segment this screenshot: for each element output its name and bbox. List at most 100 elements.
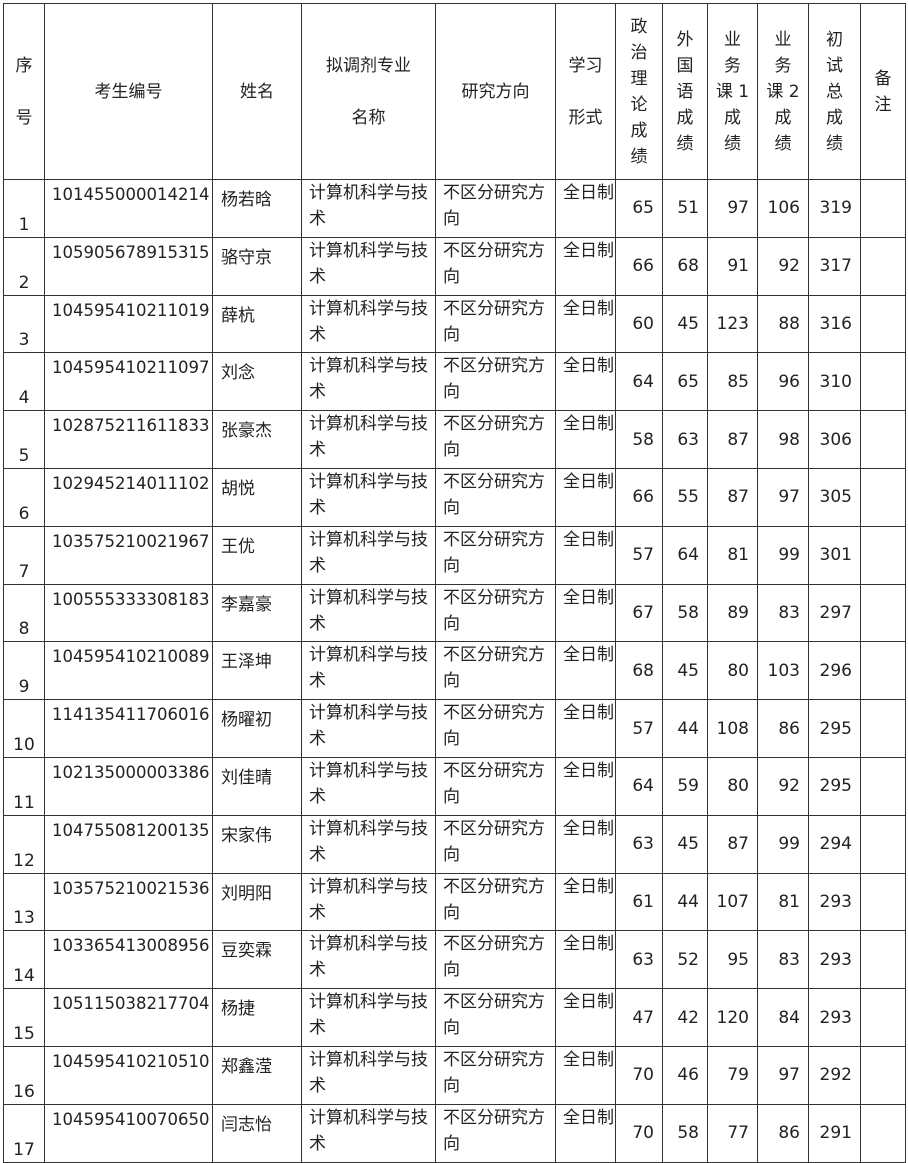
cell-exam-id: 102875211611833 [44, 410, 213, 469]
cell-politics: 61 [615, 872, 663, 932]
candidate-table: 序 号考生编号 姓名 拟调剂专业 名称 研究方向 学习 形式政 治 理 论 成 绩外 国… [3, 3, 906, 1163]
cell-politics: 58 [615, 410, 663, 469]
cell-course1: 107 [707, 872, 758, 932]
cell-total: 297 [808, 583, 861, 643]
cell-seq: 13 [3, 872, 45, 932]
cell-remark [860, 467, 906, 527]
cell-direction: 不区分研究方向 [435, 467, 556, 527]
cell-politics: 47 [615, 988, 663, 1047]
cell-major: 计算机科学与技术 [301, 872, 436, 932]
cell-major: 计算机科学与技术 [301, 525, 436, 585]
cell-exam-id: 104595410210510 [44, 1045, 213, 1105]
cell-direction: 不区分研究方向 [435, 583, 556, 643]
cell-exam-id: 105115038217704 [44, 988, 213, 1047]
cell-politics: 57 [615, 699, 663, 758]
cell-total: 319 [808, 179, 861, 238]
header-col-major: 拟调剂专业 名称 [301, 3, 436, 180]
table-row: 17 104595410070650 闫志怡 计算机科学与技术 不区分研究方向 全日制 70… [3, 1103, 906, 1163]
cell-direction: 不区分研究方向 [435, 930, 556, 990]
cell-politics: 63 [615, 814, 663, 874]
cell-course1: 91 [707, 236, 758, 296]
cell-seq: 15 [3, 988, 45, 1047]
cell-exam-id: 105905678915315 [44, 236, 213, 296]
cell-politics: 67 [615, 583, 663, 643]
header-col-seq: 序 号 [3, 3, 45, 180]
cell-course1: 85 [707, 352, 758, 412]
cell-direction: 不区分研究方向 [435, 756, 556, 816]
cell-study-mode: 全日制 [555, 179, 616, 238]
cell-course2: 92 [757, 756, 809, 816]
cell-remark [860, 641, 906, 701]
table-row: 3 104595410211019 薛杭 计算机科学与技术 不区分研究方向 全日制 60 45… [3, 294, 906, 354]
header-col-remark: 备 注 [860, 3, 906, 180]
cell-seq: 12 [3, 814, 45, 874]
cell-study-mode: 全日制 [555, 756, 616, 816]
cell-study-mode: 全日制 [555, 525, 616, 585]
cell-foreign-lang: 65 [662, 352, 708, 412]
cell-course1: 95 [707, 930, 758, 990]
cell-remark [860, 236, 906, 296]
cell-direction: 不区分研究方向 [435, 410, 556, 469]
cell-politics: 63 [615, 930, 663, 990]
cell-total: 295 [808, 756, 861, 816]
cell-name: 豆奕霖 [212, 930, 302, 990]
cell-remark [860, 525, 906, 585]
cell-major: 计算机科学与技术 [301, 930, 436, 990]
cell-seq: 1 [3, 179, 45, 238]
cell-seq: 14 [3, 930, 45, 990]
cell-direction: 不区分研究方向 [435, 352, 556, 412]
table-row: 9 104595410210089 王泽坤 计算机科学与技术 不区分研究方向 全日制 68 4… [3, 641, 906, 701]
cell-major: 计算机科学与技术 [301, 352, 436, 412]
cell-seq: 16 [3, 1045, 45, 1105]
cell-exam-id: 101455000014214 [44, 179, 213, 238]
table-row: 8 100555333308183 李嘉豪 计算机科学与技术 不区分研究方向 全日制 67 5… [3, 583, 906, 643]
cell-exam-id: 104755081200135 [44, 814, 213, 874]
cell-total: 293 [808, 930, 861, 990]
cell-foreign-lang: 45 [662, 641, 708, 701]
cell-course1: 89 [707, 583, 758, 643]
cell-course1: 81 [707, 525, 758, 585]
cell-major: 计算机科学与技术 [301, 988, 436, 1047]
cell-name: 王泽坤 [212, 641, 302, 701]
cell-total: 305 [808, 467, 861, 527]
cell-course1: 87 [707, 410, 758, 469]
cell-total: 317 [808, 236, 861, 296]
cell-course2: 96 [757, 352, 809, 412]
cell-name: 郑鑫滢 [212, 1045, 302, 1105]
cell-major: 计算机科学与技术 [301, 1045, 436, 1105]
cell-name: 李嘉豪 [212, 583, 302, 643]
cell-foreign-lang: 44 [662, 699, 708, 758]
cell-name: 杨曜初 [212, 699, 302, 758]
cell-seq: 4 [3, 352, 45, 412]
cell-total: 296 [808, 641, 861, 701]
cell-foreign-lang: 63 [662, 410, 708, 469]
cell-name: 杨若晗 [212, 179, 302, 238]
cell-major: 计算机科学与技术 [301, 410, 436, 469]
table-row: 2 105905678915315 骆守京 计算机科学与技术 不区分研究方向 全日制 66 6… [3, 236, 906, 296]
cell-course2: 97 [757, 467, 809, 527]
cell-foreign-lang: 44 [662, 872, 708, 932]
cell-study-mode: 全日制 [555, 814, 616, 874]
cell-foreign-lang: 42 [662, 988, 708, 1047]
cell-course1: 79 [707, 1045, 758, 1105]
cell-exam-id: 100555333308183 [44, 583, 213, 643]
cell-direction: 不区分研究方向 [435, 814, 556, 874]
cell-course1: 87 [707, 467, 758, 527]
cell-seq: 11 [3, 756, 45, 816]
cell-foreign-lang: 64 [662, 525, 708, 585]
cell-name: 胡悦 [212, 467, 302, 527]
cell-direction: 不区分研究方向 [435, 1045, 556, 1105]
cell-exam-id: 102945214011102 [44, 467, 213, 527]
cell-major: 计算机科学与技术 [301, 1103, 436, 1163]
cell-study-mode: 全日制 [555, 988, 616, 1047]
cell-study-mode: 全日制 [555, 1045, 616, 1105]
cell-major: 计算机科学与技术 [301, 294, 436, 354]
table-row: 16 104595410210510 郑鑫滢 计算机科学与技术 不区分研究方向 全日制 70… [3, 1045, 906, 1105]
cell-politics: 70 [615, 1103, 663, 1163]
header-row: 序 号考生编号 姓名 拟调剂专业 名称 研究方向 学习 形式政 治 理 论 成 绩外 国… [3, 3, 906, 180]
cell-total: 291 [808, 1103, 861, 1163]
cell-name: 宋家伟 [212, 814, 302, 874]
header-col-direction: 研究方向 [435, 3, 556, 180]
cell-politics: 66 [615, 236, 663, 296]
cell-total: 293 [808, 872, 861, 932]
